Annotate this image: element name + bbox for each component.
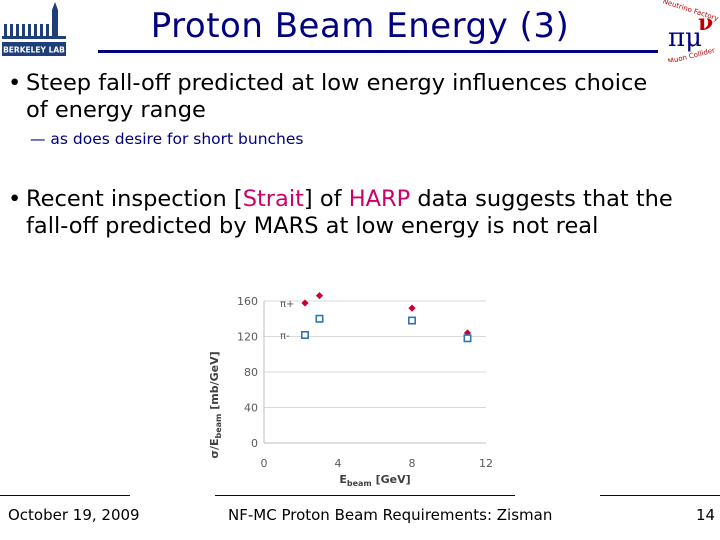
y-axis-label-main: σ/E bbox=[208, 439, 221, 459]
pi-minus-data-point bbox=[408, 316, 417, 325]
bullet-2-line-1: Recent inspection [Strait] of HARP data … bbox=[26, 186, 708, 213]
nu-icon: ν bbox=[698, 10, 713, 36]
pi-mu-icon: πμ bbox=[668, 23, 702, 53]
y-tick-label: 80 bbox=[244, 366, 258, 379]
legend-marker bbox=[301, 299, 309, 307]
bullet-1-line-2: of energy range bbox=[26, 97, 206, 123]
y-tick-label: 120 bbox=[237, 331, 258, 344]
neutrino-factory-muon-collider-logo: Neutrino Factory ν πμ Muon Collider bbox=[662, 0, 720, 62]
sub-bullet-1: — as does desire for short bunches bbox=[30, 130, 304, 148]
x-axis-label-sub: beam bbox=[347, 479, 372, 488]
chart-grid bbox=[264, 300, 486, 408]
bullet-1: • Steep fall-off predicted at low energy… bbox=[8, 70, 708, 124]
bullet-2-line-2: fall-off predicted by MARS at low energy… bbox=[26, 213, 599, 239]
logo-left-text: BERKELEY LAB bbox=[3, 46, 65, 55]
pi-minus-data-point bbox=[463, 334, 472, 343]
y-tick-label: 0 bbox=[251, 437, 258, 450]
bullet-2: • Recent inspection [Strait] of HARP dat… bbox=[8, 186, 708, 240]
bullet-dot: • bbox=[8, 70, 22, 96]
y-tick-label: 40 bbox=[244, 402, 258, 415]
legend-label: π+ bbox=[280, 299, 294, 310]
x-axis-label-main: E bbox=[339, 473, 347, 486]
x-tick-label: 8 bbox=[409, 457, 416, 470]
bullet-dot: • bbox=[8, 186, 22, 212]
footer-center-text: NF-MC Proton Beam Requirements: Zisman bbox=[228, 506, 553, 524]
footer-rule-center bbox=[215, 495, 515, 496]
title-underline bbox=[98, 50, 658, 53]
bullet-2-text-a: Recent inspection [ bbox=[26, 186, 243, 212]
x-tick-label: 4 bbox=[335, 457, 342, 470]
chart-axes bbox=[263, 301, 486, 444]
footer-page-number: 14 bbox=[696, 506, 716, 524]
y-axis-label: σ/Ebeam [mb/GeV] bbox=[208, 351, 223, 458]
legend-marker bbox=[301, 330, 310, 339]
pi-minus-data-point bbox=[315, 314, 324, 323]
chart-tick-labels: 0 40 80 120 160 0 4 8 12 bbox=[237, 295, 493, 470]
footer-rule-right bbox=[600, 495, 720, 496]
bullet-2-text-b: ] of bbox=[303, 186, 349, 212]
chart-points bbox=[315, 292, 472, 343]
x-tick-label: 12 bbox=[479, 457, 493, 470]
pi-plus-data-point bbox=[408, 304, 416, 312]
berkeley-lab-logo: BERKELEY LAB bbox=[2, 2, 66, 56]
y-tick-label: 160 bbox=[237, 295, 258, 308]
legend-label: π- bbox=[280, 331, 290, 342]
slide-title: Proton Beam Energy (3) bbox=[150, 6, 570, 46]
chart-legend: π+ π- bbox=[280, 299, 310, 342]
bullet-2-text-c: data suggests that the bbox=[410, 186, 673, 212]
footer-rule-left bbox=[0, 495, 130, 496]
highlight-strait: Strait bbox=[242, 186, 304, 212]
bullet-1-line-1: Steep fall-off predicted at low energy i… bbox=[26, 70, 648, 96]
highlight-harp: HARP bbox=[348, 186, 411, 212]
footer-date: October 19, 2009 bbox=[8, 506, 140, 524]
y-axis-label-unit: [mb/GeV] bbox=[208, 351, 221, 413]
pi-plus-data-point bbox=[315, 292, 324, 300]
x-axis-label: Ebeam [GeV] bbox=[339, 473, 410, 488]
y-axis-label-sub: beam bbox=[214, 414, 223, 439]
x-tick-label: 0 bbox=[261, 457, 268, 470]
x-axis-label-unit: [GeV] bbox=[372, 473, 411, 486]
